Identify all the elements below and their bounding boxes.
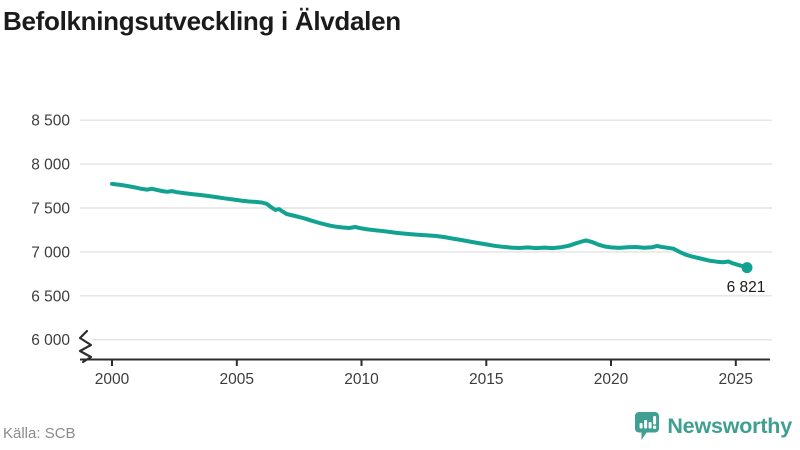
y-axis-label: 7 000 (31, 244, 70, 261)
x-axis-label: 2015 (469, 371, 503, 388)
x-axis-label: 2025 (719, 371, 753, 388)
y-axis-label: 8 000 (31, 157, 70, 174)
y-axis-label: 6 500 (31, 288, 70, 305)
chart-title: Befolkningsutveckling i Älvdalen (3, 6, 401, 36)
newsworthy-logo: Newsworthy (634, 411, 792, 442)
y-axis-label: 6 000 (31, 332, 70, 349)
y-axis-label: 8 500 (31, 113, 70, 130)
x-axis-label: 2010 (344, 371, 379, 388)
logo-bar-3 (648, 422, 652, 429)
logo-bar-1 (639, 423, 643, 429)
logo-exclamation-bar (653, 416, 657, 425)
x-axis-label: 2005 (220, 371, 254, 388)
speech-bubble-bar-chart-icon (635, 412, 660, 440)
y-axis-label: 7 500 (31, 201, 70, 218)
x-axis-label: 2000 (95, 371, 130, 388)
end-point-marker (741, 262, 753, 274)
population-line (110, 181, 749, 270)
axis-break-icon (78, 329, 93, 364)
x-axis-label: 2020 (594, 371, 629, 388)
source-label: Källa: SCB (3, 425, 76, 442)
logo-exclamation-dot (653, 425, 657, 429)
logo-bar-2 (644, 420, 648, 429)
end-value-label: 6 821 (727, 279, 766, 296)
newsworthy-wordmark: Newsworthy (667, 414, 792, 438)
